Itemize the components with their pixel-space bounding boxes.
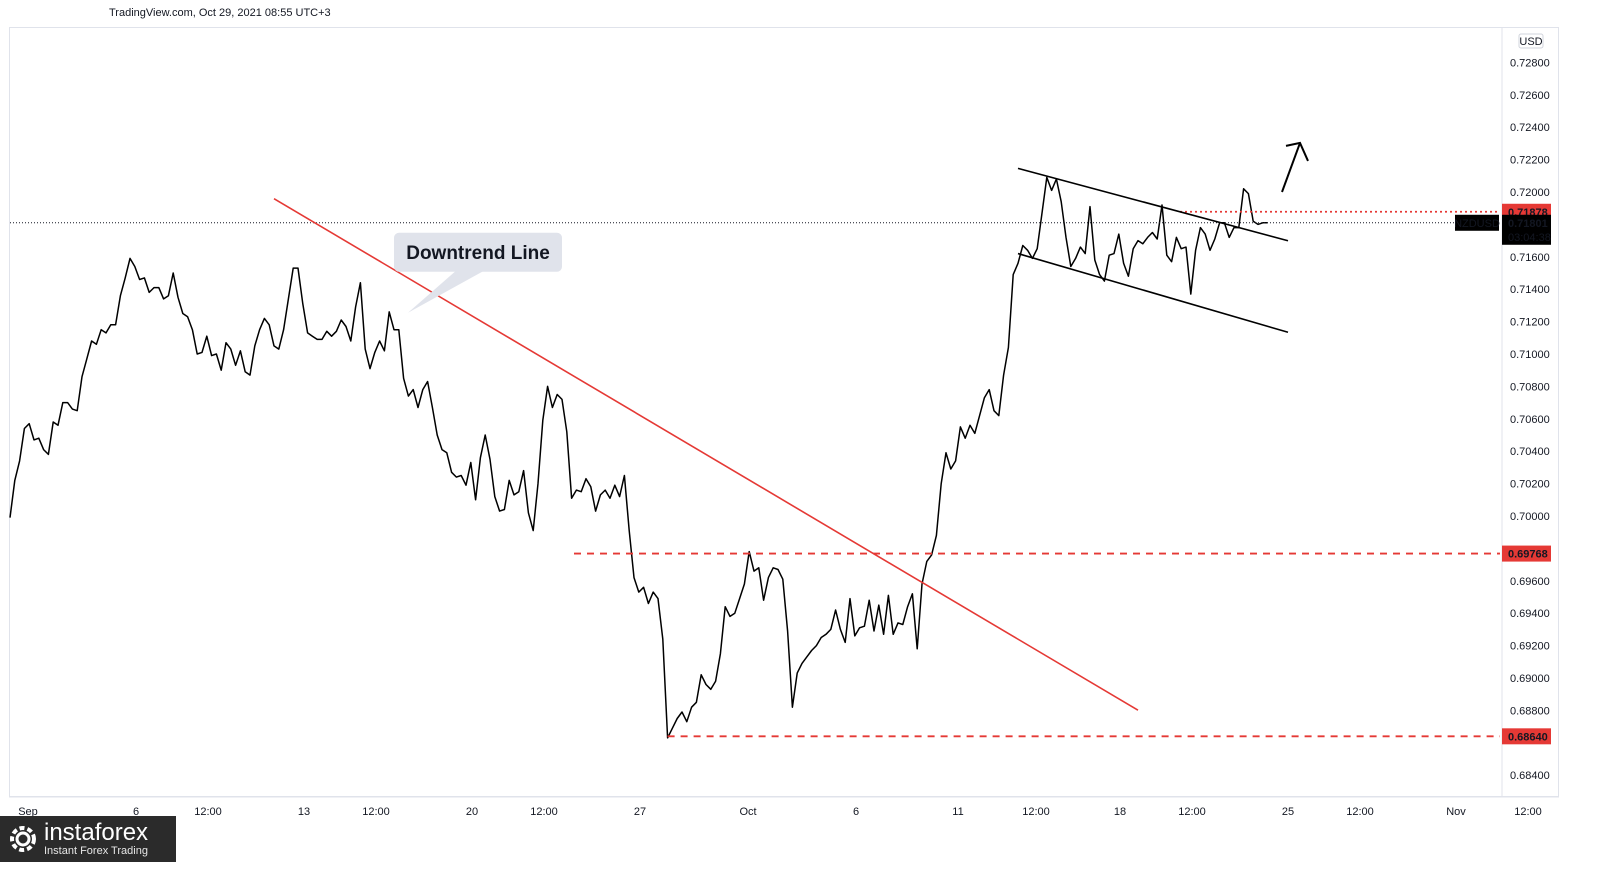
symbol-label: NZDUSD <box>1454 218 1500 230</box>
y-tick-label: 0.72600 <box>1510 90 1550 102</box>
x-tick-label: Oct <box>739 806 756 818</box>
breakout-arrow-head <box>1285 141 1309 162</box>
level-badge-label: 0.69768 <box>1508 549 1548 561</box>
watermark-name: instaforex <box>44 819 149 846</box>
y-tick-label: 0.71000 <box>1510 349 1550 361</box>
time-axis[interactable]: Sep 6 12:00 13 12:00 20 12:00 27 Oct 6 11 12:00 18 12… <box>9 796 1600 818</box>
y-tick-label: 0.72200 <box>1510 155 1550 167</box>
level-badge <box>1502 545 1551 562</box>
x-tick-label: 6 <box>853 806 859 818</box>
y-tick-label: 0.69600 <box>1510 576 1550 588</box>
y-tick-label: 0.69400 <box>1510 608 1550 620</box>
horizontal-levels <box>10 210 1500 738</box>
price-axis[interactable]: USD 0.72800 0.72600 0.72400 0.72200 0.72000 0.… <box>1454 27 1551 797</box>
y-tick-label: 0.72400 <box>1510 122 1550 134</box>
x-tick-label: 12:00 <box>530 806 558 818</box>
y-tick-label: 0.71200 <box>1510 317 1550 329</box>
x-tick-label: 12:00 <box>1514 806 1542 818</box>
y-tick-label: 0.68800 <box>1510 705 1550 717</box>
last-price-label: 0.71801 <box>1508 218 1548 230</box>
y-tick-label: 0.70000 <box>1510 511 1550 523</box>
callout-box <box>394 232 562 272</box>
x-tick-label: Nov <box>1446 806 1466 818</box>
y-tick-label: 0.68400 <box>1510 770 1550 782</box>
currency-box[interactable] <box>1518 33 1544 49</box>
currency-label: USD <box>1519 36 1542 48</box>
x-tick-label: 25 <box>1282 806 1294 818</box>
annotations: Downtrend Line <box>394 141 1309 313</box>
channel-upper-line[interactable] <box>1017 167 1289 242</box>
x-tick-label: 20 <box>466 806 478 818</box>
level-badge-label: 0.68640 <box>1508 731 1548 743</box>
breakout-arrow <box>1281 142 1301 193</box>
trendlines <box>273 167 1289 711</box>
channel-lower-line[interactable] <box>1017 252 1289 334</box>
x-tick-label: 27 <box>634 806 646 818</box>
x-tick-label: 12:00 <box>362 806 390 818</box>
instaforex-watermark: instaforex Instant Forex Trading <box>0 816 176 862</box>
y-tick-label: 0.71600 <box>1510 252 1550 264</box>
chart-source-header: TradingView.com, Oct 29, 2021 08:55 UTC+… <box>109 7 331 19</box>
x-tick-label: 12:00 <box>1178 806 1206 818</box>
x-tick-label: 11 <box>952 806 963 818</box>
callout-pointer <box>408 270 484 313</box>
price-badge <box>1502 214 1551 245</box>
downtrend-line[interactable] <box>273 197 1139 711</box>
price-series <box>9 176 1268 739</box>
x-tick-label: 12:00 <box>1022 806 1050 818</box>
y-tick-label: 0.72000 <box>1510 187 1550 199</box>
y-tick-label: 0.69000 <box>1510 673 1550 685</box>
price-line <box>9 176 1268 739</box>
watermark-tagline: Instant Forex Trading <box>44 845 148 857</box>
x-tick-label: 6 <box>133 806 139 818</box>
level-badge <box>1502 728 1551 745</box>
y-tick-label: 0.69200 <box>1510 641 1550 653</box>
y-tick-label: 0.70800 <box>1510 381 1550 393</box>
symbol-badge <box>1455 214 1499 231</box>
x-tick-label: 12:00 <box>194 806 222 818</box>
x-tick-label: 13 <box>298 806 310 818</box>
x-tick-label: Sep <box>18 806 38 818</box>
x-tick-label: 18 <box>1114 806 1126 818</box>
y-tick-label: 0.70600 <box>1510 414 1550 426</box>
y-tick-label: 0.71400 <box>1510 284 1550 296</box>
downtrend-label: Downtrend Line <box>406 243 550 264</box>
countdown-label: 03:04:38 <box>1508 232 1551 244</box>
x-tick-label: 12:00 <box>1346 806 1374 818</box>
y-tick-label: 0.72800 <box>1510 57 1550 69</box>
y-tick-label: 0.70200 <box>1510 479 1550 491</box>
gear-logo-icon <box>10 826 36 852</box>
y-tick-label: 0.70400 <box>1510 446 1550 458</box>
